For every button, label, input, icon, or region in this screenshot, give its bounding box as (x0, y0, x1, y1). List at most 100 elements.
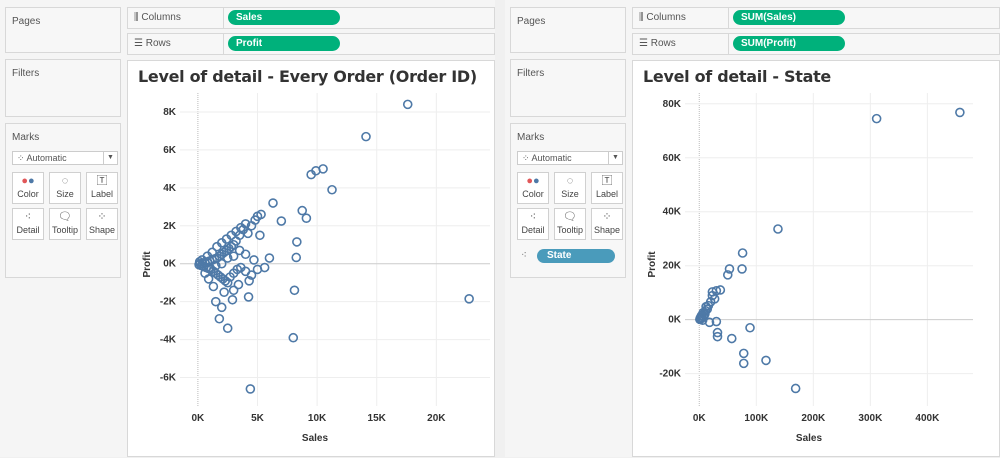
marks-label: Marks (12, 132, 40, 143)
data-point (464, 294, 474, 304)
x-axis-label: Sales (796, 433, 823, 444)
size-button[interactable]: ◌ Size (49, 172, 81, 204)
shape-button[interactable]: ⁘ Shape (591, 208, 623, 240)
detail-button[interactable]: ⁖ Detail (517, 208, 549, 240)
columns-label: ⫼ Columns (633, 8, 729, 28)
color-button[interactable]: ●● Color (12, 172, 44, 204)
label-button-label: Label (595, 189, 619, 199)
size-icon: ◌ (61, 175, 69, 187)
y-tick-label: 80K (663, 99, 682, 110)
data-point (361, 131, 371, 142)
filters-card[interactable]: Filters (510, 59, 626, 117)
data-point (246, 220, 257, 231)
detail-button-label: Detail (16, 225, 40, 235)
data-point (292, 237, 302, 247)
shape-button-label: Shape (593, 225, 621, 235)
color-icon: ●● (526, 175, 540, 187)
scatter-plot[interactable]: 0K 5K 10K 15K 20K -6K -4K -2K 0K 2K 4K 6K 8K Sales Pro… (128, 61, 496, 458)
worksheet-1: Pages Filters Marks ⁘ Automatic ▼ ●● Color… (505, 0, 1000, 457)
columns-pill[interactable]: Sales (228, 10, 340, 25)
shape-icon: ⁘ (602, 211, 612, 223)
data-point (737, 264, 747, 274)
filters-label: Filters (12, 68, 40, 79)
rows-shelf[interactable]: ☰ Rows Profit (127, 33, 495, 55)
worksheet-0: Pages Filters Marks ⁘ Automatic ▼ ●● Color… (0, 0, 495, 457)
data-point (700, 308, 710, 319)
data-point (402, 99, 413, 110)
data-point (255, 230, 265, 241)
label-icon: 🅃 (601, 175, 613, 187)
data-point (249, 255, 259, 265)
filters-card[interactable]: Filters (5, 59, 121, 117)
x-axis-label: Sales (302, 433, 329, 444)
label-button[interactable]: 🅃 Label (591, 172, 623, 204)
data-point (790, 383, 801, 394)
data-point (726, 333, 737, 344)
chart-title: Level of detail - State (643, 67, 831, 86)
tooltip-icon: 🗨 (58, 211, 72, 223)
data-point (722, 270, 733, 280)
data-point (738, 358, 749, 369)
data-point (222, 323, 233, 334)
detail-button[interactable]: ⁖ Detail (12, 208, 44, 240)
y-tick-label: 0K (668, 315, 682, 326)
y-tick-label: -6K (160, 373, 177, 384)
chart-view: Level of detail - State 0K 100K 200K 300K 40… (632, 60, 1000, 457)
size-button[interactable]: ◌ Size (554, 172, 586, 204)
pages-card[interactable]: Pages (5, 7, 121, 53)
mark-type-dropdown[interactable]: ⁘ Automatic ▼ (517, 151, 623, 165)
data-point (712, 327, 723, 338)
data-point (228, 251, 239, 261)
data-point (200, 268, 210, 279)
tooltip-button[interactable]: 🗨 Tooltip (554, 208, 586, 240)
data-point (259, 262, 270, 273)
tooltip-icon: 🗨 (563, 211, 577, 223)
data-point (268, 198, 278, 208)
data-point (210, 260, 221, 271)
data-point (264, 253, 275, 263)
state-detail-pill[interactable]: State (537, 249, 615, 263)
columns-shelf[interactable]: ⫼ Columns SUM(Sales) (632, 7, 1000, 29)
rows-pill[interactable]: SUM(Profit) (733, 36, 845, 51)
data-point (228, 285, 239, 296)
tooltip-button-label: Tooltip (51, 225, 78, 235)
label-button-label: Label (90, 189, 114, 199)
scatter-plot[interactable]: 0K 100K 200K 300K 400K -20K 0K 20K 40K 60K 80K Sale… (633, 61, 1000, 458)
pages-card[interactable]: Pages (510, 7, 626, 53)
data-point (711, 316, 722, 327)
data-point (234, 245, 245, 256)
columns-pill[interactable]: SUM(Sales) (733, 10, 845, 25)
y-tick-label: -20K (659, 369, 681, 380)
y-tick-label: -4K (160, 335, 177, 346)
shape-button[interactable]: ⁘ Shape (86, 208, 118, 240)
columns-shelf[interactable]: ⫼ Columns Sales (127, 7, 495, 29)
data-point (214, 313, 225, 324)
data-point (246, 270, 257, 280)
y-tick-label: 6K (163, 145, 177, 156)
size-icon: ◌ (566, 175, 574, 187)
rows-pill[interactable]: Profit (228, 36, 340, 51)
detail-icon: ⁖ (521, 250, 527, 261)
mark-type-dropdown[interactable]: ⁘ Automatic ▼ (12, 151, 118, 165)
data-point (233, 279, 244, 290)
tooltip-button[interactable]: 🗨 Tooltip (49, 208, 81, 240)
x-tick-label: 300K (858, 413, 883, 424)
data-point (244, 276, 254, 286)
detail-icon: ⁖ (529, 211, 537, 223)
x-tick-label: 0K (693, 413, 707, 424)
data-point (205, 262, 215, 273)
y-tick-label: 0K (163, 259, 177, 270)
chevron-down-icon: ▼ (608, 152, 622, 164)
data-point (222, 277, 233, 288)
color-button[interactable]: ●● Color (517, 172, 549, 204)
data-point (245, 384, 256, 394)
data-point (707, 287, 718, 297)
x-tick-label: 10K (308, 413, 327, 424)
detail-icon: ⁖ (24, 211, 32, 223)
mark-type-value: Automatic (531, 153, 572, 163)
rows-shelf[interactable]: ☰ Rows SUM(Profit) (632, 33, 1000, 55)
x-tick-label: 200K (801, 413, 826, 424)
data-point (208, 281, 219, 292)
label-button[interactable]: 🅃 Label (86, 172, 118, 204)
shapes-icon: ⁘ (17, 153, 27, 163)
